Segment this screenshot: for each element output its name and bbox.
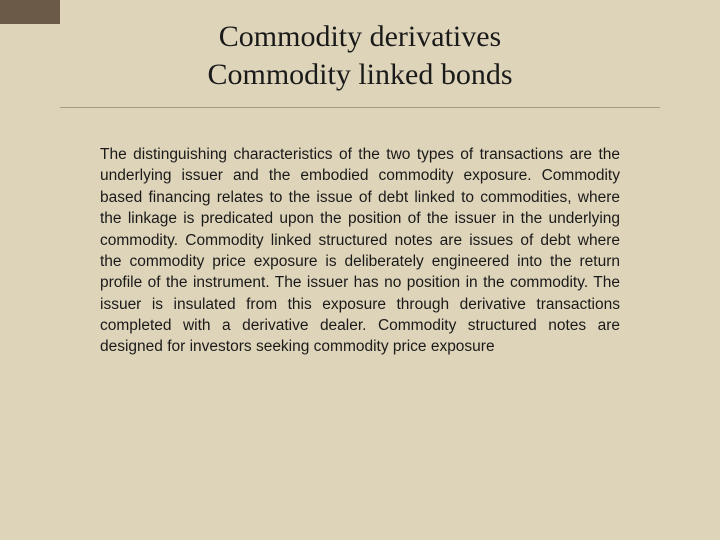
slide-container: Commodity derivatives Commodity linked b… — [0, 0, 720, 358]
corner-accent — [0, 0, 60, 24]
title-block: Commodity derivatives Commodity linked b… — [60, 18, 660, 108]
title-line-1: Commodity derivatives — [100, 18, 620, 56]
title-line-2: Commodity linked bonds — [100, 56, 620, 94]
body-paragraph: The distinguishing characteristics of th… — [60, 144, 660, 358]
